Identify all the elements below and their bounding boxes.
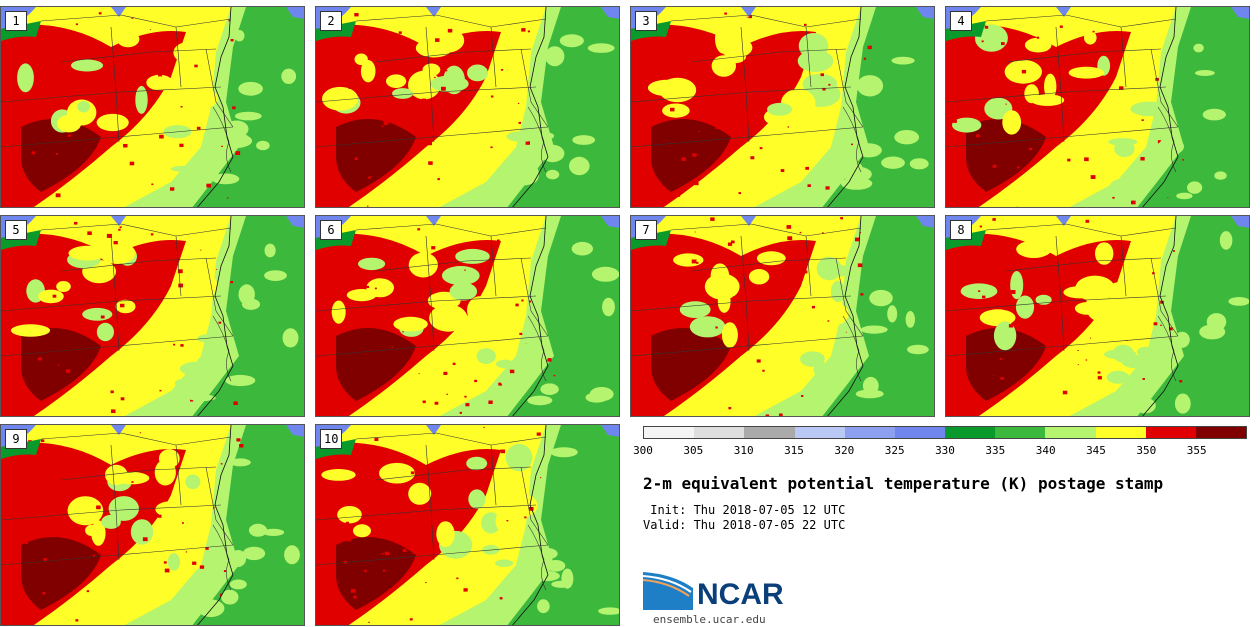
- panel-label: 5: [5, 220, 27, 240]
- map-panel: 1: [0, 6, 305, 208]
- init-time: Init: Thu 2018-07-05 12 UTC: [643, 503, 846, 517]
- panel-label: 3: [635, 11, 657, 31]
- panel-label: 6: [320, 220, 342, 240]
- panel-label: 1: [5, 11, 27, 31]
- map-field: [316, 216, 619, 416]
- colorbar-swatch: [744, 427, 795, 438]
- map-field: [631, 7, 934, 207]
- colorbar-tick-label: 320: [834, 444, 855, 457]
- colorbar-tick-label: 315: [784, 444, 804, 457]
- map-panel: 8: [945, 215, 1250, 417]
- map-field: [316, 425, 619, 625]
- colorbar-swatch: [844, 427, 895, 438]
- map-field: [1, 425, 304, 625]
- panel-label: 7: [635, 220, 657, 240]
- map-panel: 9: [0, 424, 305, 626]
- colorbar-swatch: [794, 427, 845, 438]
- website-link[interactable]: ensemble.ucar.edu: [653, 613, 766, 626]
- map-panel: 10: [315, 424, 620, 626]
- colorbar-tick-label: 300: [633, 444, 653, 457]
- colorbar-tick-label: 345: [1086, 444, 1106, 457]
- colorbar-tick-label: 355: [1186, 444, 1207, 457]
- colorbar-ticks: 300 305 310 315 320 325 330 335 340 345 350 355: [633, 444, 1247, 460]
- colorbar-tick-label: 330: [935, 444, 955, 457]
- map-panel: 4: [945, 6, 1250, 208]
- colorbar-tick-label: 325: [884, 444, 905, 457]
- colorbar-tick-label: 305: [683, 444, 704, 457]
- colorbar-swatch: [644, 427, 695, 438]
- valid-time: Valid: Thu 2018-07-05 22 UTC: [643, 518, 846, 532]
- colorbar-tick-label: 340: [1035, 444, 1056, 457]
- ncar-logo-icon: [643, 572, 693, 610]
- map-panel: 5: [0, 215, 305, 417]
- colorbar-swatch: [945, 427, 996, 438]
- colorbar: [643, 426, 1247, 439]
- map-field: [1, 7, 304, 207]
- map-field: [1, 216, 304, 416]
- colorbar-swatch: [1145, 427, 1196, 438]
- figure-title: 2-m equivalent potential temperature (K)…: [643, 474, 1164, 493]
- map-field: [316, 7, 619, 207]
- colorbar-tick-label: 335: [985, 444, 1006, 457]
- map-field: [631, 216, 934, 416]
- map-panel: 7: [630, 215, 935, 417]
- colorbar-swatch: [1045, 427, 1096, 438]
- map-panel: 3: [630, 6, 935, 208]
- colorbar-swatch: [1095, 427, 1146, 438]
- map-field: [946, 216, 1249, 416]
- colorbar-swatch: [1195, 427, 1247, 438]
- map-panel: 6: [315, 215, 620, 417]
- logo-text: NCAR: [697, 578, 784, 611]
- colorbar-tick-label: 310: [733, 444, 754, 457]
- colorbar-swatch: [894, 427, 946, 438]
- panel-label: 4: [950, 11, 972, 31]
- panel-label: 9: [5, 429, 27, 449]
- colorbar-swatch: [694, 427, 745, 438]
- colorbar-swatch: [995, 427, 1046, 438]
- panel-label: 10: [320, 429, 343, 449]
- map-panel: 2: [315, 6, 620, 208]
- panel-label: 2: [320, 11, 342, 31]
- colorbar-tick-label: 350: [1136, 444, 1157, 457]
- map-field: [946, 7, 1249, 207]
- panel-label: 8: [950, 220, 972, 240]
